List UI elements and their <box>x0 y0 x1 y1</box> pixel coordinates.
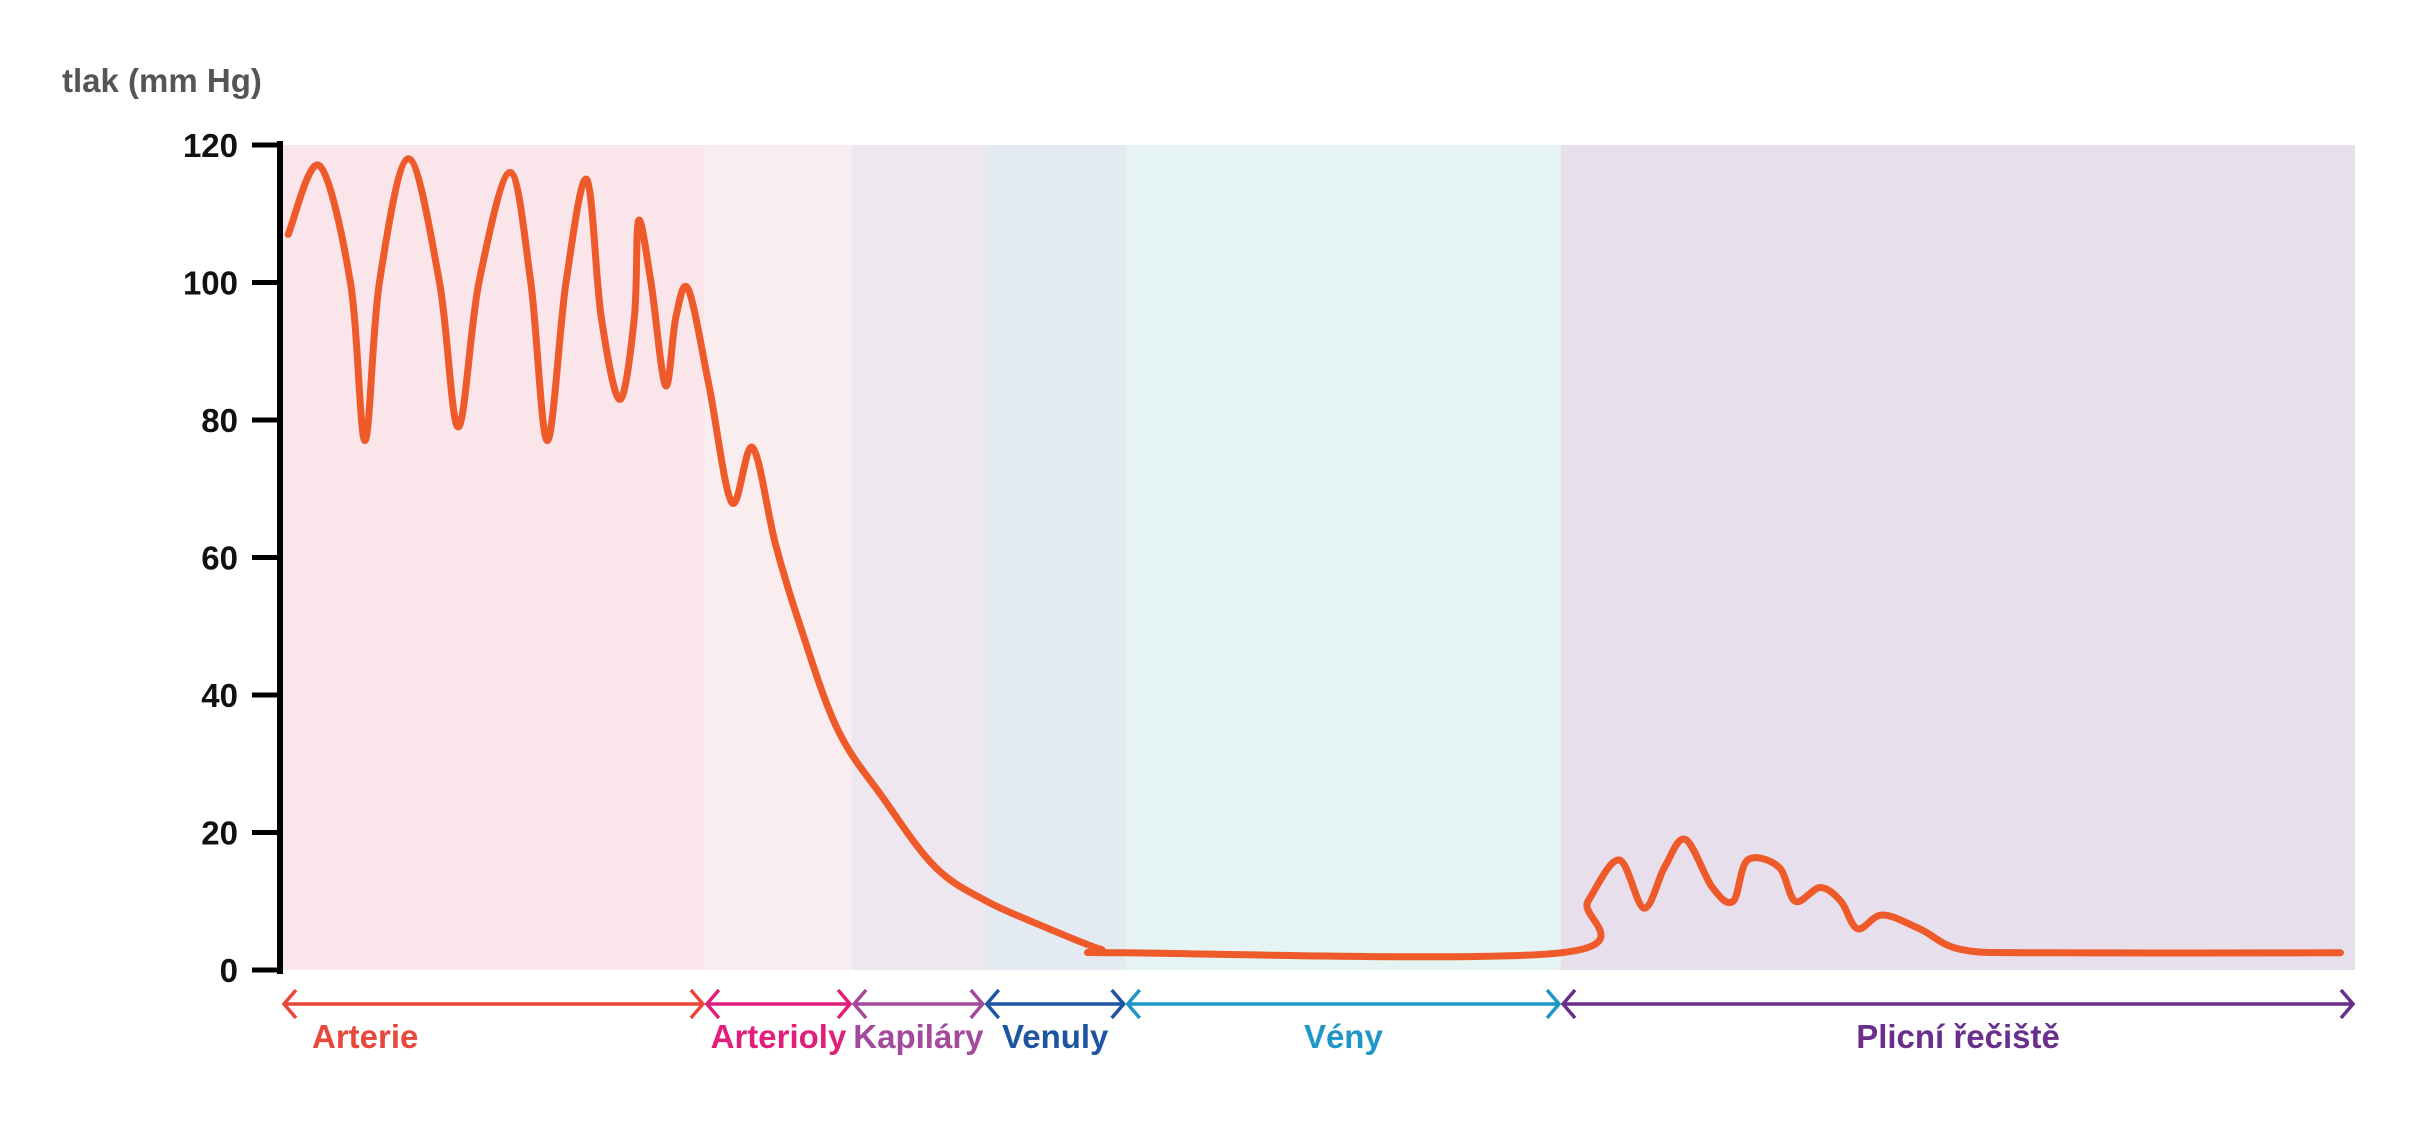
y-tick-label-80: 80 <box>201 402 238 439</box>
pressure-curve <box>284 155 2344 961</box>
pressure-curve-layer <box>284 155 2344 961</box>
y-tick-label-0: 0 <box>220 952 238 989</box>
y-tick-label-120: 120 <box>183 127 238 164</box>
region-label-6: Plicní řečiště <box>1856 1018 2060 1055</box>
region-arrows <box>281 988 2356 1020</box>
region-bands <box>282 145 2355 970</box>
region-arrow-6 <box>1560 988 2356 1020</box>
y-axis: 0 20 40 60 80 100 120 <box>183 127 283 989</box>
region-arrow-4 <box>984 988 1127 1020</box>
region-label-1: Arterie <box>312 1018 418 1055</box>
region-arrow-3 <box>851 988 986 1020</box>
region-label-5: Vény <box>1304 1018 1384 1055</box>
region-band-4 <box>984 145 1126 970</box>
y-axis-title: tlak (mm Hg) <box>62 62 262 99</box>
region-band-3 <box>852 145 985 970</box>
region-labels: Arterie Arterioly Kapiláry Venuly Vény Plicní… <box>312 1018 2060 1055</box>
region-label-2: Arterioly <box>711 1018 847 1055</box>
region-arrow-2 <box>704 988 853 1020</box>
y-tick-label-60: 60 <box>201 540 238 577</box>
region-band-6 <box>1561 145 2355 970</box>
y-tick-label-20: 20 <box>201 815 238 852</box>
y-tick-label-40: 40 <box>201 677 238 714</box>
region-arrow-1 <box>281 988 706 1020</box>
region-label-3: Kapiláry <box>853 1018 984 1055</box>
region-band-5 <box>1125 145 1562 970</box>
region-label-4: Venuly <box>1002 1018 1109 1055</box>
y-tick-label-100: 100 <box>183 265 238 302</box>
region-arrow-5 <box>1125 988 1562 1020</box>
